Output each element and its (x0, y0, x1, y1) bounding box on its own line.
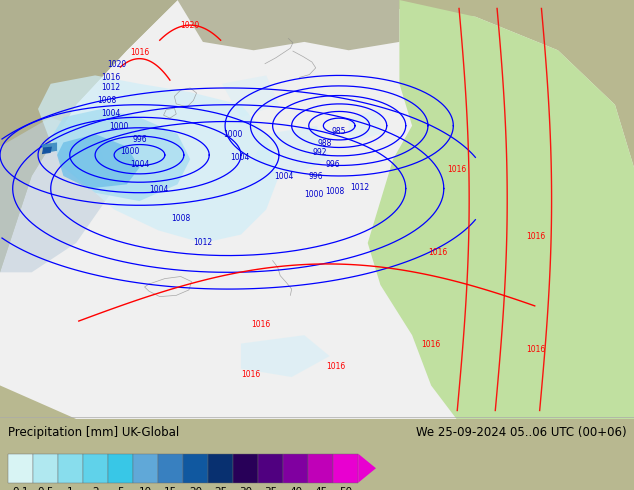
Polygon shape (178, 0, 399, 50)
Text: 1004: 1004 (101, 109, 120, 118)
Polygon shape (0, 117, 114, 272)
Text: We 25-09-2024 05..06 UTC (00+06): We 25-09-2024 05..06 UTC (00+06) (416, 426, 626, 439)
Text: 1012: 1012 (193, 239, 212, 247)
Text: 1020: 1020 (108, 60, 127, 70)
Bar (333, 454, 358, 483)
Bar (133, 454, 158, 483)
Text: 996: 996 (132, 135, 147, 144)
Text: 5: 5 (117, 487, 124, 490)
Text: 1016: 1016 (447, 165, 466, 174)
Text: 1020: 1020 (181, 21, 200, 29)
Bar (283, 454, 308, 483)
Text: 1016: 1016 (101, 73, 120, 82)
Bar (158, 454, 183, 483)
Bar (58, 454, 82, 483)
Bar (233, 454, 258, 483)
Text: 1004: 1004 (130, 160, 149, 169)
Text: 1016: 1016 (422, 340, 441, 349)
Text: 1008: 1008 (325, 187, 344, 196)
Text: 1000: 1000 (224, 130, 243, 139)
Polygon shape (0, 0, 178, 272)
Bar (32, 454, 58, 483)
Text: 1004: 1004 (230, 152, 249, 162)
Text: 50: 50 (339, 487, 353, 490)
Text: 15: 15 (164, 487, 177, 490)
Bar (108, 454, 133, 483)
Polygon shape (368, 0, 634, 419)
Text: 1016: 1016 (327, 362, 346, 371)
Polygon shape (222, 75, 279, 117)
Text: 1008: 1008 (171, 214, 190, 223)
Polygon shape (57, 134, 139, 189)
Text: 1000: 1000 (304, 190, 323, 199)
Polygon shape (51, 109, 190, 201)
Bar (8, 454, 32, 483)
Text: 1016: 1016 (241, 370, 260, 379)
Text: 1016: 1016 (526, 345, 545, 354)
Polygon shape (38, 75, 279, 243)
Text: 1016: 1016 (130, 48, 149, 57)
Text: 996: 996 (308, 172, 323, 181)
Text: 45: 45 (314, 487, 327, 490)
Bar (308, 454, 333, 483)
Text: 1000: 1000 (120, 147, 139, 156)
Text: 1012: 1012 (351, 183, 370, 192)
Text: 2: 2 (92, 487, 98, 490)
Text: 0.5: 0.5 (37, 487, 53, 490)
Text: 1000: 1000 (110, 122, 129, 131)
Text: 1016: 1016 (252, 320, 271, 329)
Bar (183, 454, 208, 483)
Polygon shape (254, 126, 330, 176)
Text: 1012: 1012 (101, 83, 120, 93)
Bar (82, 454, 108, 483)
Polygon shape (349, 109, 380, 143)
Bar (258, 454, 283, 483)
Text: 0.1: 0.1 (12, 487, 29, 490)
Polygon shape (358, 454, 376, 483)
Text: 1016: 1016 (526, 232, 545, 241)
Text: 1004: 1004 (149, 185, 168, 194)
Bar (208, 454, 233, 483)
Text: 1: 1 (67, 487, 74, 490)
Text: 35: 35 (264, 487, 277, 490)
Text: 1008: 1008 (97, 96, 116, 105)
Text: 985: 985 (332, 127, 346, 137)
Text: 988: 988 (318, 139, 332, 148)
Text: Precipitation [mm] UK-Global: Precipitation [mm] UK-Global (8, 426, 179, 439)
Text: 10: 10 (139, 487, 152, 490)
Text: 40: 40 (289, 487, 302, 490)
Text: 1016: 1016 (428, 248, 447, 257)
Text: 25: 25 (214, 487, 227, 490)
Polygon shape (42, 147, 52, 154)
Text: 1004: 1004 (275, 172, 294, 181)
Text: 992: 992 (313, 148, 327, 157)
Text: 20: 20 (189, 487, 202, 490)
Polygon shape (41, 143, 57, 153)
Text: 996: 996 (325, 160, 340, 169)
Polygon shape (241, 335, 330, 377)
Polygon shape (0, 0, 634, 419)
Text: 30: 30 (239, 487, 252, 490)
